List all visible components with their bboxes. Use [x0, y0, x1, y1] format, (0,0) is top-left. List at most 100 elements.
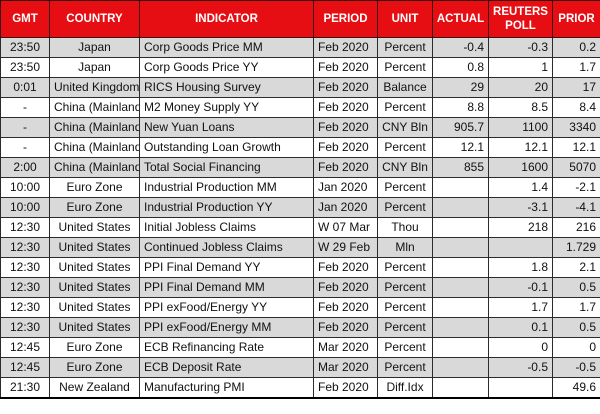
cell-country: United States — [49, 277, 140, 298]
cell-gmt: 12:45 — [0, 357, 50, 378]
cell-period: Jan 2020 — [313, 197, 378, 218]
cell-prior: 0.5 — [552, 277, 600, 298]
cell-prior: 1.729 — [552, 237, 600, 258]
cell-gmt: 0:01 — [0, 77, 50, 98]
cell-country: Euro Zone — [49, 177, 140, 198]
cell-prior: 12.1 — [552, 137, 600, 158]
table-row: 12:45 Euro Zone ECB Deposit Rate Mar 2020 Pe… — [0, 357, 600, 378]
cell-country: United States — [49, 217, 140, 238]
cell-poll: 8.5 — [488, 97, 553, 118]
cell-actual — [432, 297, 489, 318]
cell-country: United Kingdom — [49, 77, 140, 98]
cell-actual: 905.7 — [432, 117, 489, 138]
cell-poll — [488, 377, 553, 399]
cell-unit: Percent — [377, 97, 433, 118]
cell-gmt: 12:30 — [0, 297, 50, 318]
column-header-indicator: INDICATOR — [139, 0, 314, 38]
table-row: - China (Mainland) Outstanding Loan Growth… — [0, 137, 600, 158]
cell-poll: -3.1 — [488, 197, 553, 218]
cell-indicator: Manufacturing PMI — [139, 377, 314, 399]
cell-prior: 0.2 — [552, 37, 600, 58]
cell-indicator: RICS Housing Survey — [139, 77, 314, 98]
cell-poll: 1600 — [488, 157, 553, 178]
cell-prior: 2.1 — [552, 257, 600, 278]
cell-prior: 1.7 — [552, 297, 600, 318]
cell-indicator: Initial Jobless Claims — [139, 217, 314, 238]
cell-indicator: PPI exFood/Energy MM — [139, 317, 314, 338]
table-header-row: GMT COUNTRY INDICATOR PERIOD UNIT ACTUAL REUTE… — [0, 0, 600, 38]
cell-country: Japan — [49, 57, 140, 78]
cell-poll: -0.3 — [488, 37, 553, 58]
table-row: 12:30 United States Continued Jobless Clai… — [0, 237, 600, 258]
cell-period: Feb 2020 — [313, 37, 378, 58]
cell-period: Mar 2020 — [313, 357, 378, 378]
cell-gmt: 12:30 — [0, 217, 50, 238]
table-row: 12:30 United States PPI Final Demand YY Feb… — [0, 257, 600, 278]
table-row: 23:50 Japan Corp Goods Price YY Feb 2020 Per… — [0, 57, 600, 78]
cell-indicator: Outstanding Loan Growth — [139, 137, 314, 158]
cell-country: China (Mainland) — [49, 97, 140, 118]
cell-actual — [432, 317, 489, 338]
cell-poll: 12.1 — [488, 137, 553, 158]
cell-period: Feb 2020 — [313, 157, 378, 178]
cell-gmt: - — [0, 137, 50, 158]
column-header-poll: REUTERS POLL — [488, 0, 553, 38]
cell-unit: Percent — [377, 257, 433, 278]
cell-unit: Percent — [377, 317, 433, 338]
cell-poll: 1 — [488, 57, 553, 78]
cell-prior: -4.1 — [552, 197, 600, 218]
cell-actual — [432, 357, 489, 378]
cell-poll: 1.4 — [488, 177, 553, 198]
cell-poll: 1.8 — [488, 257, 553, 278]
cell-unit: CNY Bln — [377, 157, 433, 178]
cell-actual: 8.8 — [432, 97, 489, 118]
cell-unit: Mln — [377, 237, 433, 258]
cell-prior: 5070 — [552, 157, 600, 178]
cell-prior: 49.6 — [552, 377, 600, 399]
cell-period: Feb 2020 — [313, 97, 378, 118]
table-row: 2:00 China (Mainland) Total Social Financi… — [0, 157, 600, 178]
cell-actual — [432, 277, 489, 298]
cell-gmt: - — [0, 117, 50, 138]
cell-prior: -2.1 — [552, 177, 600, 198]
cell-period: Feb 2020 — [313, 257, 378, 278]
cell-unit: Percent — [377, 277, 433, 298]
table-body: 23:50 Japan Corp Goods Price MM Feb 2020 Per… — [0, 37, 600, 399]
cell-period: W 29 Feb — [313, 237, 378, 258]
cell-gmt: 12:30 — [0, 257, 50, 278]
cell-prior: 17 — [552, 77, 600, 98]
cell-poll: 20 — [488, 77, 553, 98]
table-row: 21:30 New Zealand Manufacturing PMI Feb 202… — [0, 377, 600, 399]
cell-gmt: 23:50 — [0, 57, 50, 78]
cell-actual — [432, 377, 489, 399]
cell-poll: 0 — [488, 337, 553, 358]
cell-country: China (Mainland) — [49, 117, 140, 138]
column-header-actual: ACTUAL — [432, 0, 489, 38]
cell-prior: 216 — [552, 217, 600, 238]
cell-unit: Percent — [377, 57, 433, 78]
cell-unit: Thou — [377, 217, 433, 238]
cell-indicator: M2 Money Supply YY — [139, 97, 314, 118]
cell-gmt: - — [0, 97, 50, 118]
cell-country: United States — [49, 237, 140, 258]
cell-prior: 1.7 — [552, 57, 600, 78]
cell-unit: Diff.Idx — [377, 377, 433, 399]
cell-poll: 218 — [488, 217, 553, 238]
cell-actual: -0.4 — [432, 37, 489, 58]
cell-prior: 0 — [552, 337, 600, 358]
cell-gmt: 10:00 — [0, 197, 50, 218]
cell-indicator: Industrial Production MM — [139, 177, 314, 198]
table-row: - China (Mainland) M2 Money Supply YY Feb 2… — [0, 97, 600, 118]
cell-indicator: Corp Goods Price MM — [139, 37, 314, 58]
cell-unit: Percent — [377, 197, 433, 218]
table-row: 0:01 United Kingdom RICS Housing Survey Feb… — [0, 77, 600, 98]
cell-period: Feb 2020 — [313, 377, 378, 399]
cell-indicator: PPI exFood/Energy YY — [139, 297, 314, 318]
cell-unit: Percent — [377, 297, 433, 318]
cell-actual: 0.8 — [432, 57, 489, 78]
cell-period: Feb 2020 — [313, 77, 378, 98]
cell-period: Feb 2020 — [313, 297, 378, 318]
cell-indicator: ECB Deposit Rate — [139, 357, 314, 378]
cell-unit: Percent — [377, 177, 433, 198]
